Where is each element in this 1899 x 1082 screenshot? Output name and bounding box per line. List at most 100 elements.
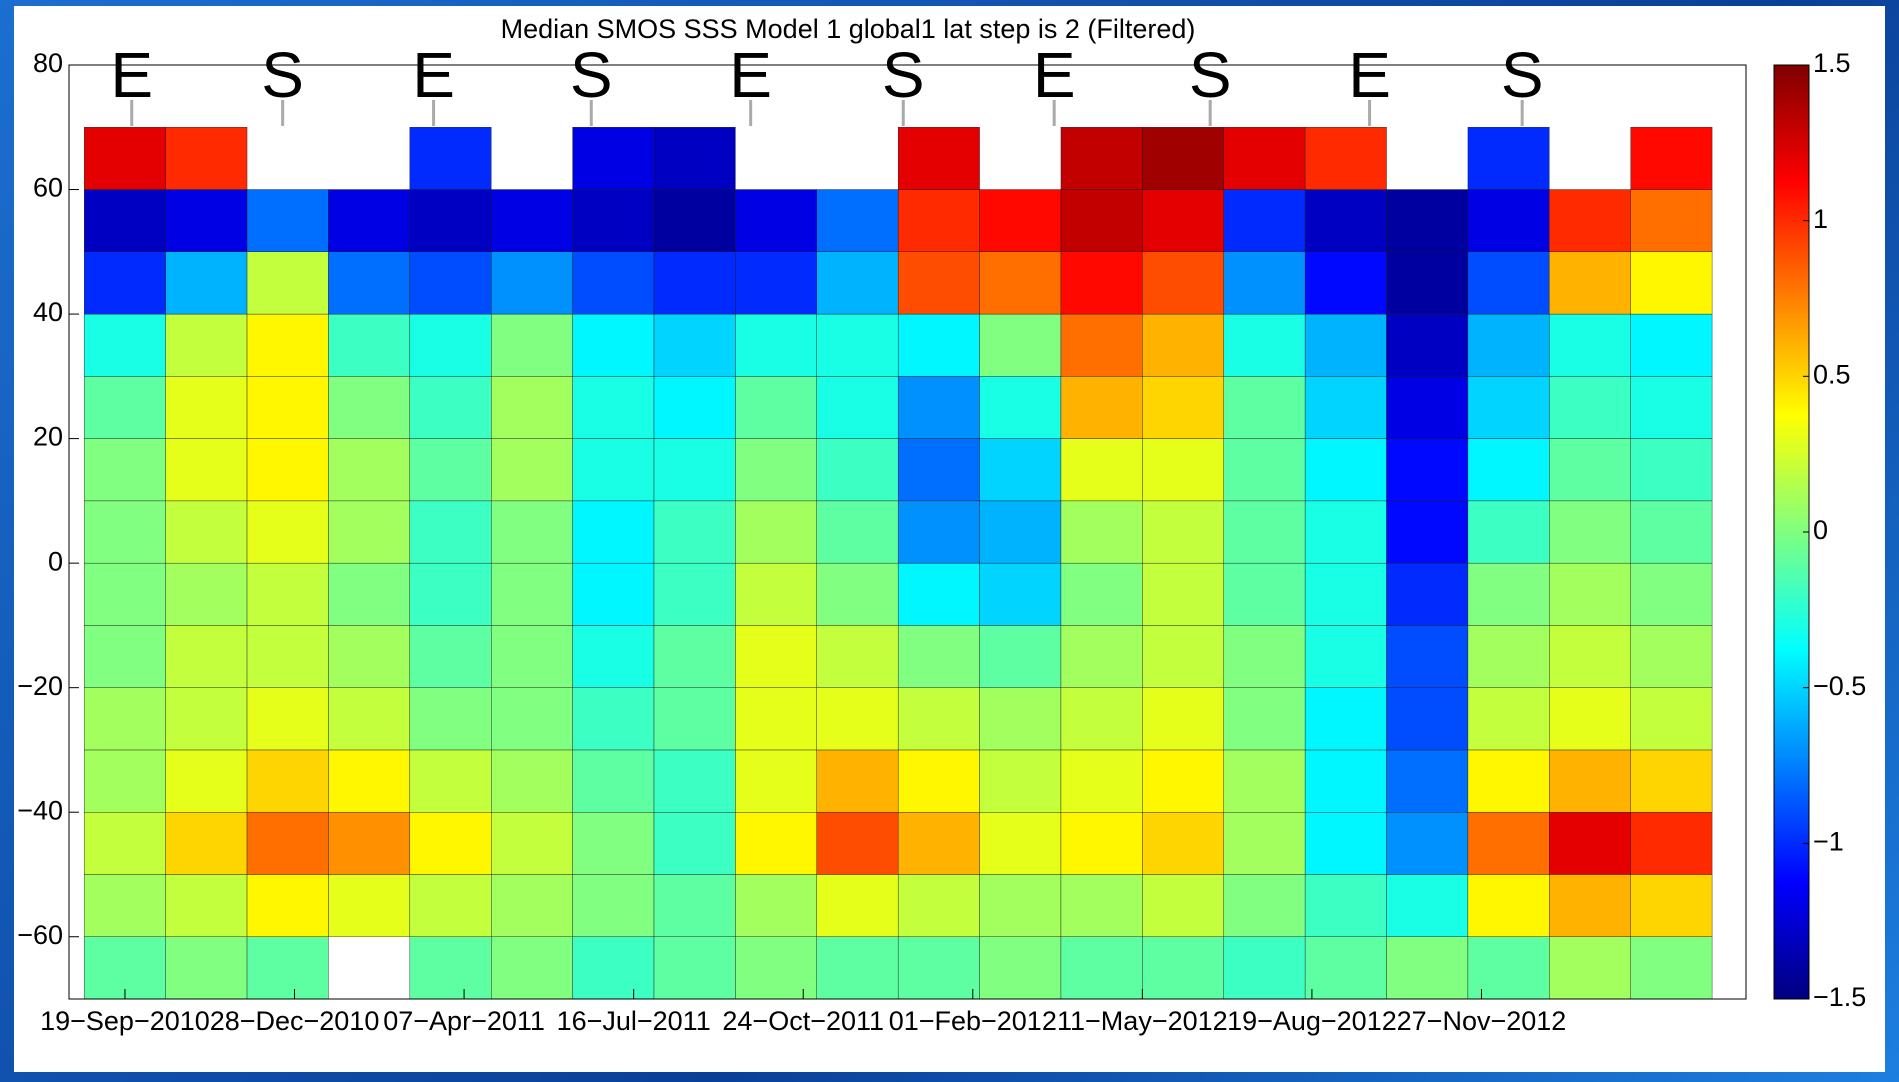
heatmap-cell <box>735 438 817 502</box>
heatmap-cell <box>1223 251 1306 315</box>
heatmap-cell <box>246 625 329 688</box>
heatmap-cell <box>1467 500 1550 564</box>
heatmap-cell <box>328 376 411 439</box>
heatmap-cell <box>409 189 492 253</box>
x-tick-label: 28−Dec−2010 <box>210 1006 380 1036</box>
heatmap-cell <box>897 189 980 253</box>
heatmap-cell <box>1630 687 1713 751</box>
heatmap-cell <box>84 500 166 564</box>
heatmap-cell <box>491 936 573 1000</box>
heatmap-cell <box>1549 562 1631 626</box>
heatmap-cell <box>897 812 980 875</box>
heatmap-cell <box>1223 438 1306 502</box>
heatmap-cell <box>1467 313 1550 377</box>
heatmap-cell <box>897 625 980 688</box>
heatmap-cell <box>165 251 248 315</box>
heatmap-cell <box>409 812 492 875</box>
heatmap-cell <box>165 127 248 190</box>
heatmap-cell <box>165 874 248 937</box>
heatmap-cell <box>1386 500 1469 564</box>
heatmap-cell <box>816 251 899 315</box>
heatmap-cell <box>491 562 573 626</box>
heatmap-cell <box>328 625 411 688</box>
annotation: S <box>261 39 304 111</box>
heatmap-cell <box>328 749 411 813</box>
heatmap-cell <box>735 812 817 875</box>
heatmap-cell <box>1142 749 1224 813</box>
heatmap-cell <box>1386 562 1469 626</box>
heatmap-cell <box>1549 313 1631 377</box>
heatmap-cell <box>246 376 329 439</box>
heatmap-cell <box>1304 812 1387 875</box>
heatmap-cell <box>84 438 166 502</box>
heatmap-cell <box>84 625 166 688</box>
colorbar-tick-label: 1.5 <box>1813 48 1851 78</box>
heatmap-cell <box>735 562 817 626</box>
heatmap-cell <box>328 874 411 937</box>
heatmap-cell <box>1223 500 1306 564</box>
colorbar-tick-label: 0 <box>1813 515 1828 545</box>
heatmap-cell <box>1630 127 1713 190</box>
heatmap-cell <box>84 313 166 377</box>
heatmap-cell <box>1060 438 1143 502</box>
colorbar-tick-label: −1 <box>1813 826 1844 856</box>
heatmap-cell <box>491 874 573 937</box>
heatmap-cell <box>979 500 1062 564</box>
heatmap-cell <box>1549 438 1631 502</box>
annotation: E <box>1348 39 1391 111</box>
heatmap-cell <box>409 376 492 439</box>
heatmap-cell <box>1467 812 1550 875</box>
heatmap-cell <box>165 189 248 253</box>
x-tick-label: 07−Apr−2011 <box>383 1006 545 1036</box>
y-tick-label: 40 <box>33 297 63 327</box>
heatmap-cell <box>328 687 411 751</box>
x-tick-label: 24−Oct−2011 <box>722 1006 884 1036</box>
heatmap-cell <box>1060 313 1143 377</box>
x-tick-label: 27−Nov−2012 <box>1397 1006 1567 1036</box>
heatmap-cell <box>1630 749 1713 813</box>
heatmap-cell <box>1060 189 1143 253</box>
heatmap-cell <box>328 812 411 875</box>
heatmap-cell <box>979 251 1062 315</box>
heatmap-cell <box>572 625 655 688</box>
heatmap-cell <box>735 687 817 751</box>
heatmap-cell <box>1223 127 1306 190</box>
heatmap-cell <box>246 749 329 813</box>
heatmap-cell <box>897 936 980 1000</box>
heatmap-cell <box>1060 625 1143 688</box>
heatmap-cell <box>491 189 573 253</box>
heatmap-cell <box>1223 812 1306 875</box>
heatmap-cell <box>246 438 329 502</box>
x-tick-label: 19−Aug−2012 <box>1227 1006 1397 1036</box>
heatmap-cell <box>84 562 166 626</box>
heatmap-cell <box>897 749 980 813</box>
heatmap-cell <box>572 127 655 190</box>
heatmap-cell <box>84 874 166 937</box>
heatmap-cell <box>1060 127 1143 190</box>
heatmap-cell <box>1630 936 1713 1000</box>
heatmap-cell <box>1223 936 1306 1000</box>
heatmap-cell <box>653 749 736 813</box>
heatmap-cell <box>653 812 736 875</box>
heatmap-cell <box>1467 936 1550 1000</box>
heatmap-cell <box>1142 313 1224 377</box>
heatmap-cell <box>246 874 329 937</box>
heatmap-cell <box>1223 874 1306 937</box>
heatmap-cell <box>816 687 899 751</box>
heatmap-cell <box>409 127 492 190</box>
x-tick-label: 19−Sep−2010 <box>40 1006 210 1036</box>
y-tick-label: −40 <box>17 795 63 825</box>
heatmap-cell <box>897 500 980 564</box>
heatmap-cell <box>572 376 655 439</box>
heatmap-cell <box>1223 313 1306 377</box>
heatmap-cell <box>653 376 736 439</box>
heatmap-cell <box>735 874 817 937</box>
heatmap-cell <box>816 500 899 564</box>
heatmap-cell <box>246 562 329 626</box>
heatmap-cell <box>409 251 492 315</box>
heatmap-cell <box>572 812 655 875</box>
heatmap-cell <box>1304 874 1387 937</box>
heatmap-cell <box>84 812 166 875</box>
heatmap-cell <box>1549 812 1631 875</box>
annotation: S <box>1501 39 1544 111</box>
